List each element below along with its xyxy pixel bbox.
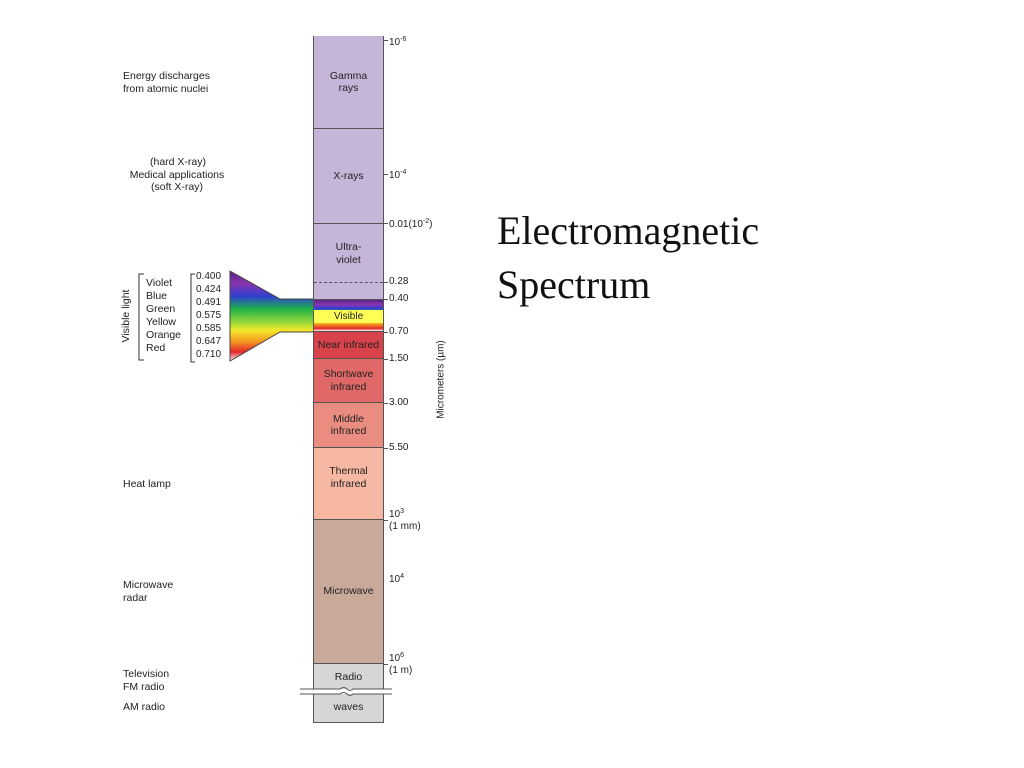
scale-label-1e3: 103 (1 mm) (389, 508, 421, 532)
scale-label-1e-4: 10-4 (389, 169, 407, 181)
axis-label-micrometers: Micrometers (µm) (435, 340, 447, 419)
scale-label-3-00: 3.00 (389, 397, 409, 408)
band-near-infrared: Near infrared (313, 332, 384, 359)
visible-light-label: Visible light (120, 289, 132, 343)
scale-tick (384, 40, 388, 41)
wavelength-0575: 0.575 (196, 310, 222, 321)
band-middle-infrared: Middle infrared (313, 403, 384, 448)
visible-rainbow-funnel (229, 270, 317, 362)
wavelength-0491: 0.491 (196, 297, 222, 308)
application-label-television: Television FM radio (123, 668, 170, 693)
title-line-2: Spectrum (497, 262, 651, 307)
application-label-am-radio: AM radio (123, 701, 166, 713)
scale-label-0-01: 0.01(10-2) (389, 218, 433, 230)
scale-tick (384, 223, 388, 224)
scale-tick (384, 520, 388, 521)
application-label-microwave: Microwave radar (123, 579, 174, 604)
scale-tick (384, 359, 388, 360)
color-name-orange: Orange (146, 329, 182, 341)
application-label-nuclei: Energy discharges from atomic nuclei (123, 70, 210, 95)
scale-tick (384, 332, 388, 333)
wavelength-0400: 0.400 (196, 271, 222, 282)
band-shortwave-infrared: Shortwave infrared (313, 359, 384, 403)
scale-label-1e4: 104 (389, 573, 405, 585)
wavelength-bracket (190, 273, 195, 363)
scale-label-5-50: 5.50 (389, 442, 409, 453)
title-line-1: Electromagnetic (497, 208, 760, 253)
scale-tick (384, 282, 388, 283)
scale-label-1e-6: 10-6 (389, 36, 407, 48)
band-gamma-rays: Gamma rays (313, 36, 384, 129)
band-ultraviolet: Ultra-violet (313, 224, 384, 299)
color-name-red: Red (146, 342, 166, 354)
spectrum-column (313, 36, 384, 723)
wavelength-0647: 0.647 (196, 336, 222, 347)
axis-break (300, 687, 392, 696)
wavelength-0710: 0.710 (196, 349, 222, 360)
scale-tick (384, 448, 388, 449)
wavelength-0585: 0.585 (196, 323, 222, 334)
application-label-medical: (hard X-ray) Medical applications (soft X-… (129, 156, 225, 193)
ultraviolet-divider (314, 282, 383, 283)
scale-label-0-70: 0.70 (389, 326, 409, 337)
scale-label-0-40: 0.40 (389, 293, 409, 304)
scale-tick (384, 664, 388, 665)
scale-tick (384, 174, 388, 175)
band-x-rays: X-rays (313, 129, 384, 224)
color-name-green: Green (146, 303, 176, 315)
color-name-yellow: Yellow (146, 316, 176, 328)
scale-label-1e6: 106 (1 m) (389, 652, 413, 676)
scale-label-0-28: 0.28 (389, 276, 409, 287)
band-microwave: Microwave (313, 520, 384, 664)
band-thermal-infrared: Thermal infrared (313, 448, 384, 520)
color-name-blue: Blue (146, 290, 168, 302)
scale-label-1-50: 1.50 (389, 353, 409, 364)
band-radio: Radio (313, 664, 384, 691)
wavelength-0424: 0.424 (196, 284, 222, 295)
application-label-heat-lamp: Heat lamp (123, 478, 171, 490)
band-visible-label: Visible (313, 310, 384, 323)
scale-tick (384, 299, 388, 300)
band-radio-waves: waves (313, 693, 384, 723)
visible-light-bracket (138, 273, 144, 361)
scale-tick (384, 403, 388, 404)
color-name-violet: Violet (146, 277, 173, 289)
